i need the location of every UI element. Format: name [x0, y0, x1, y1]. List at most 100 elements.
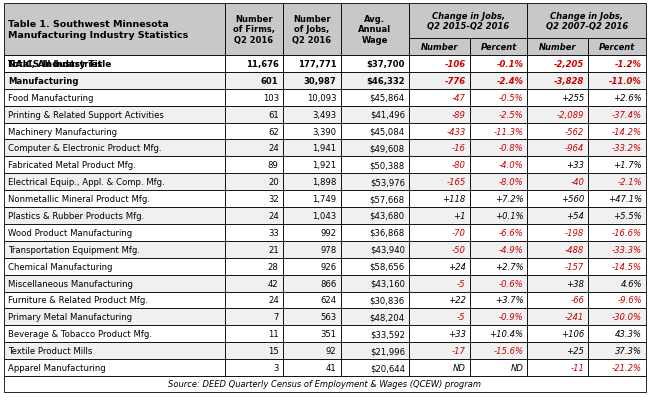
- Text: Number
of Jobs,
Q2 2016: Number of Jobs, Q2 2016: [292, 15, 332, 45]
- Text: -89: -89: [452, 110, 465, 119]
- Text: -964: -964: [565, 144, 584, 153]
- Bar: [409, 275, 469, 292]
- Text: $57,668: $57,668: [370, 195, 405, 204]
- Bar: [469, 309, 527, 325]
- Bar: [4, 224, 225, 241]
- Bar: [225, 309, 283, 325]
- Text: -157: -157: [565, 262, 584, 271]
- Bar: [283, 56, 341, 73]
- Text: 43.3%: 43.3%: [615, 330, 642, 338]
- Text: Apparel Manufacturing: Apparel Manufacturing: [8, 363, 106, 372]
- Bar: [225, 123, 283, 140]
- Text: -106: -106: [445, 60, 465, 69]
- Bar: [588, 107, 646, 123]
- Text: 28: 28: [268, 262, 279, 271]
- Text: +0.1%: +0.1%: [495, 211, 523, 221]
- Bar: [469, 157, 527, 174]
- Text: 33: 33: [268, 228, 279, 237]
- Text: $49,608: $49,608: [370, 144, 405, 153]
- Bar: [409, 140, 469, 157]
- Text: -776: -776: [445, 77, 465, 85]
- Text: -5: -5: [457, 279, 465, 288]
- Bar: [469, 174, 527, 191]
- Text: 32: 32: [268, 195, 279, 204]
- Bar: [225, 241, 283, 258]
- Bar: [283, 325, 341, 342]
- Bar: [225, 56, 283, 73]
- Bar: [588, 208, 646, 224]
- Bar: [4, 56, 225, 73]
- Text: Percent: Percent: [480, 43, 517, 52]
- Text: Table 1. Southwest Minnesota
Manufacturing Industry Statistics: Table 1. Southwest Minnesota Manufacturi…: [8, 20, 188, 39]
- Text: +2.6%: +2.6%: [613, 93, 642, 102]
- Text: Source: DEED Quarterly Census of Employment & Wages (QCEW) program: Source: DEED Quarterly Census of Employm…: [168, 379, 482, 388]
- Text: $36,868: $36,868: [369, 228, 405, 237]
- Bar: [469, 359, 527, 376]
- Text: Number
of Firms,
Q2 2016: Number of Firms, Q2 2016: [233, 15, 275, 45]
- Text: $20,644: $20,644: [370, 363, 405, 372]
- Bar: [469, 123, 527, 140]
- Bar: [225, 292, 283, 309]
- Bar: [341, 191, 409, 208]
- Bar: [4, 292, 225, 309]
- Bar: [588, 73, 646, 90]
- Text: -241: -241: [565, 313, 584, 322]
- Text: $43,940: $43,940: [370, 245, 405, 254]
- Bar: [225, 90, 283, 107]
- Bar: [588, 56, 646, 73]
- Bar: [469, 191, 527, 208]
- Text: +106: +106: [561, 330, 584, 338]
- Bar: [341, 241, 409, 258]
- Text: Nonmetallic Mineral Product Mfg.: Nonmetallic Mineral Product Mfg.: [8, 195, 150, 204]
- Bar: [225, 342, 283, 359]
- Bar: [588, 224, 646, 241]
- Text: -9.6%: -9.6%: [618, 296, 642, 305]
- Bar: [283, 4, 341, 56]
- Text: $33,592: $33,592: [370, 330, 405, 338]
- Bar: [4, 258, 225, 275]
- Bar: [283, 123, 341, 140]
- Text: -2,089: -2,089: [557, 110, 584, 119]
- Bar: [283, 73, 341, 90]
- Text: +38: +38: [566, 279, 584, 288]
- Bar: [409, 309, 469, 325]
- Bar: [409, 342, 469, 359]
- Bar: [469, 342, 527, 359]
- Bar: [283, 208, 341, 224]
- Bar: [341, 107, 409, 123]
- Bar: [283, 174, 341, 191]
- Text: -4.9%: -4.9%: [499, 245, 523, 254]
- Bar: [409, 191, 469, 208]
- Text: +560: +560: [561, 195, 584, 204]
- Text: 1,749: 1,749: [313, 195, 337, 204]
- Bar: [225, 107, 283, 123]
- Bar: [225, 157, 283, 174]
- Text: -66: -66: [570, 296, 584, 305]
- Text: Textile Product Mills: Textile Product Mills: [8, 347, 92, 355]
- Text: 11,676: 11,676: [246, 60, 279, 69]
- Text: Miscellaneous Manufacturing: Miscellaneous Manufacturing: [8, 279, 133, 288]
- Bar: [341, 157, 409, 174]
- Text: 61: 61: [268, 110, 279, 119]
- Text: 3: 3: [274, 363, 279, 372]
- Bar: [588, 292, 646, 309]
- Text: -4.0%: -4.0%: [499, 161, 523, 170]
- Bar: [283, 359, 341, 376]
- Bar: [588, 38, 646, 56]
- Text: $53,976: $53,976: [370, 178, 405, 187]
- Text: +22: +22: [448, 296, 465, 305]
- Bar: [341, 174, 409, 191]
- Text: Fabricated Metal Product Mfg.: Fabricated Metal Product Mfg.: [8, 161, 136, 170]
- Bar: [225, 208, 283, 224]
- Bar: [225, 56, 283, 74]
- Bar: [409, 174, 469, 191]
- Bar: [4, 56, 225, 74]
- Bar: [341, 208, 409, 224]
- Bar: [225, 73, 283, 90]
- Text: 351: 351: [320, 330, 337, 338]
- Text: -11.3%: -11.3%: [493, 127, 523, 136]
- Text: -40: -40: [570, 178, 584, 187]
- Text: 37.3%: 37.3%: [615, 347, 642, 355]
- Bar: [341, 4, 409, 56]
- Bar: [341, 123, 409, 140]
